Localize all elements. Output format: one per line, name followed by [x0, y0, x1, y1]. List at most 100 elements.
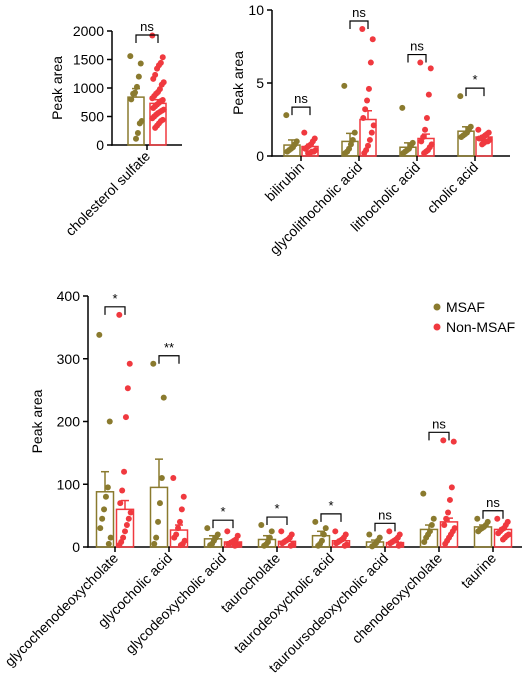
x-tick-label-cholic-acid: cholic acid: [424, 159, 482, 217]
data-point-non_msaf: [116, 311, 123, 318]
data-point-msaf: [150, 360, 157, 367]
data-point-msaf: [207, 542, 214, 549]
y-tick-label: 500: [81, 109, 105, 125]
legend-item-non-msaf: Non-MSAF: [433, 319, 515, 335]
data-point-non_msaf: [150, 75, 157, 82]
y-tick-label: 400: [57, 288, 81, 304]
data-point-non_msaf: [170, 474, 177, 481]
data-point-non_msaf: [116, 542, 123, 549]
data-point-non_msaf: [231, 542, 238, 549]
data-point-non_msaf: [495, 530, 502, 537]
legend-label-non-msaf: Non-MSAF: [446, 319, 515, 335]
data-point-non_msaf: [417, 59, 424, 66]
data-point-msaf: [104, 484, 111, 491]
significance-label: *: [274, 501, 279, 516]
data-point-msaf: [261, 542, 268, 549]
data-point-non_msaf: [446, 496, 453, 503]
data-point-non_msaf: [365, 85, 372, 92]
y-axis-label: Peak area: [49, 56, 65, 120]
data-point-msaf: [99, 515, 106, 522]
data-point-non_msaf: [450, 438, 457, 445]
significance-label: *: [328, 498, 333, 513]
data-point-msaf: [96, 331, 103, 338]
significance-label: ns: [294, 91, 308, 106]
data-point-non_msaf: [171, 534, 178, 541]
data-point-msaf: [153, 534, 160, 541]
data-point-non_msaf: [476, 135, 483, 142]
y-axis-label: Peak area: [29, 389, 45, 453]
data-point-non_msaf: [158, 81, 165, 88]
y-tick-label: 1500: [73, 52, 104, 68]
data-point-msaf: [421, 538, 428, 545]
data-point-non_msaf: [360, 115, 367, 122]
x-tick-label-cholesterol-sulfate: cholesterol sulfate: [62, 148, 153, 239]
data-point-msaf: [133, 135, 139, 142]
data-point-non_msaf: [368, 129, 375, 136]
significance-bracket: [349, 20, 369, 29]
y-tick-label: 1000: [73, 80, 104, 96]
legend-marker-non-msaf: [433, 323, 441, 331]
significance-bracket: [135, 34, 159, 43]
significance-label: *: [112, 291, 117, 306]
data-point-non_msaf: [305, 150, 312, 157]
y-tick-label: 200: [57, 414, 81, 430]
legend-marker-msaf: [433, 303, 441, 311]
data-point-non_msaf: [150, 104, 157, 111]
data-point-non_msaf: [333, 540, 340, 547]
data-point-non_msaf: [441, 522, 448, 529]
data-point-msaf: [283, 112, 290, 119]
data-point-non_msaf: [369, 36, 376, 43]
data-point-non_msaf: [124, 385, 131, 392]
significance-label: *: [472, 72, 477, 87]
data-point-non_msaf: [159, 54, 166, 61]
data-point-msaf: [128, 96, 135, 103]
data-point-non_msaf: [121, 468, 128, 475]
data-point-non_msaf: [421, 150, 428, 157]
data-point-non_msaf: [494, 515, 501, 522]
data-point-non_msaf: [367, 59, 374, 66]
data-point-msaf: [258, 522, 265, 529]
data-point-non_msaf: [448, 484, 455, 491]
y-tick-label: 10: [248, 2, 264, 18]
data-point-non_msaf: [127, 509, 134, 516]
significance-bracket: [104, 306, 126, 315]
data-point-non_msaf: [361, 150, 368, 157]
data-point-non_msaf: [149, 115, 156, 122]
data-point-msaf: [127, 53, 134, 60]
significance-label: ns: [410, 39, 424, 54]
data-point-msaf: [399, 104, 406, 111]
x-tick-label-taurine: taurine: [458, 550, 500, 592]
data-point-non_msaf: [301, 129, 308, 136]
data-point-msaf: [430, 515, 437, 522]
x-tick-label-bilirubin: bilirubin: [262, 159, 307, 204]
significance-bracket: [158, 355, 180, 364]
data-point-msaf: [106, 418, 113, 425]
data-point-msaf: [133, 83, 140, 90]
data-point-non_msaf: [180, 493, 187, 500]
y-tick-label: 0: [256, 148, 264, 164]
data-point-non_msaf: [287, 542, 294, 549]
data-point-msaf: [102, 493, 109, 500]
data-point-msaf: [97, 525, 104, 532]
data-point-non_msaf: [119, 487, 126, 494]
x-tick-label-taurodeoxycholic-acid: taurodeoxycholic acid: [231, 550, 338, 657]
data-point-msaf: [137, 60, 144, 67]
data-point-non_msaf: [117, 500, 124, 507]
data-point-non_msaf: [386, 528, 393, 535]
data-point-non_msaf: [359, 25, 366, 32]
significance-bracket: [212, 519, 234, 529]
data-point-msaf: [400, 150, 407, 157]
data-point-msaf: [474, 515, 481, 522]
legend: MSAF Non-MSAF: [433, 299, 515, 335]
data-point-non_msaf: [175, 525, 182, 532]
significance-label: *: [220, 504, 225, 519]
significance-bracket: [320, 513, 342, 522]
data-point-non_msaf: [177, 542, 184, 549]
significance-bracket: [465, 87, 485, 97]
data-point-msaf: [136, 120, 143, 127]
data-point-msaf: [268, 528, 275, 535]
significance-bracket: [482, 510, 504, 519]
data-point-msaf: [315, 542, 322, 549]
